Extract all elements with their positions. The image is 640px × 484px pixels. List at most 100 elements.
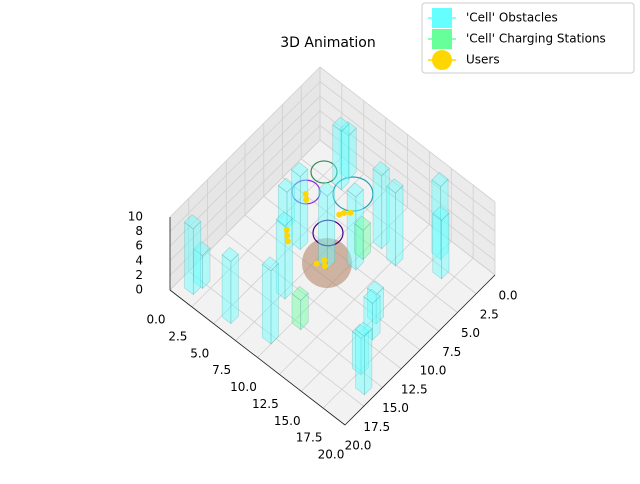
coverage-circle bbox=[312, 219, 344, 247]
box-face bbox=[261, 256, 279, 272]
grid-line bbox=[319, 110, 496, 247]
box-face bbox=[339, 128, 350, 181]
box-face bbox=[362, 222, 371, 261]
x-tick-label: 17.5 bbox=[296, 431, 323, 445]
box bbox=[339, 121, 357, 181]
chart-title: 3D Animation bbox=[280, 35, 376, 51]
box-face bbox=[261, 263, 272, 345]
tick-labels: 0.02.55.07.510.012.515.017.520.00.02.55.… bbox=[128, 210, 518, 462]
box-face bbox=[372, 168, 383, 250]
grid-line bbox=[207, 252, 383, 388]
box-face bbox=[291, 162, 309, 178]
box-face bbox=[299, 168, 309, 251]
box-face bbox=[354, 223, 364, 261]
z-tick-label: 10 bbox=[128, 210, 143, 224]
z-tick-label: 6 bbox=[135, 239, 143, 253]
user-dot bbox=[284, 238, 291, 245]
user bbox=[321, 257, 328, 264]
box bbox=[291, 285, 309, 331]
x-tick-label: 10.0 bbox=[230, 380, 257, 394]
box-face bbox=[270, 262, 279, 345]
user bbox=[284, 238, 291, 245]
y-tick-label: 0.0 bbox=[498, 289, 517, 303]
user bbox=[303, 196, 310, 203]
grid-line bbox=[169, 139, 321, 291]
box-face bbox=[275, 218, 286, 300]
box-face bbox=[363, 288, 381, 304]
grid-line bbox=[169, 81, 321, 232]
box-face bbox=[300, 292, 309, 331]
coverage-circle bbox=[291, 179, 321, 205]
box-face bbox=[193, 241, 211, 257]
y-tick-label: 10.0 bbox=[420, 364, 447, 378]
user bbox=[284, 232, 291, 239]
marks bbox=[184, 116, 450, 396]
box-face bbox=[432, 205, 450, 221]
y-axis-line bbox=[344, 274, 496, 426]
user-dot bbox=[303, 196, 310, 203]
legend-marker bbox=[432, 50, 452, 70]
box-face bbox=[431, 171, 449, 188]
legend: 'Cell' Obstacles 'Cell' Charging Stations… bbox=[421, 2, 635, 74]
x-tick-label: 0.0 bbox=[146, 313, 165, 327]
user-dot bbox=[283, 226, 290, 233]
coverage-circle bbox=[332, 176, 374, 212]
box-face bbox=[355, 329, 365, 396]
box-face bbox=[277, 177, 295, 193]
grid-line bbox=[319, 95, 496, 232]
legend-label: 'Cell' Obstacles bbox=[466, 11, 558, 25]
box-face bbox=[355, 188, 364, 271]
box-face bbox=[318, 188, 328, 270]
grid-line bbox=[169, 66, 321, 218]
grid-line bbox=[226, 233, 402, 370]
box-face bbox=[277, 184, 288, 230]
box-face bbox=[355, 321, 373, 337]
user-dot bbox=[284, 232, 291, 239]
x-axis-line bbox=[169, 289, 346, 426]
box bbox=[372, 161, 390, 250]
box-face bbox=[291, 285, 309, 301]
legend-label: 'Cell' Charging Stations bbox=[466, 32, 606, 46]
grid-line bbox=[319, 81, 496, 217]
y-tick-label: 17.5 bbox=[363, 420, 390, 434]
user bbox=[283, 226, 290, 233]
z-tick-label: 0 bbox=[135, 283, 143, 297]
box-face bbox=[221, 254, 232, 325]
box bbox=[291, 162, 309, 251]
box-face bbox=[291, 293, 302, 331]
box-face bbox=[192, 220, 202, 296]
user bbox=[336, 211, 343, 218]
box-face bbox=[221, 246, 239, 263]
box-face bbox=[372, 295, 381, 341]
box-face bbox=[193, 248, 203, 290]
x-tick-label: 7.5 bbox=[212, 363, 231, 377]
box bbox=[366, 280, 385, 325]
z-tick-label: 8 bbox=[135, 224, 143, 238]
box bbox=[355, 321, 373, 396]
box bbox=[193, 241, 211, 290]
box-face bbox=[275, 211, 293, 227]
grid-line bbox=[319, 139, 496, 276]
box bbox=[221, 246, 239, 325]
user bbox=[313, 260, 320, 267]
x-tick-label: 5.0 bbox=[190, 346, 209, 360]
user bbox=[341, 210, 347, 216]
y-tick-label: 2.5 bbox=[480, 307, 499, 321]
box bbox=[386, 178, 404, 267]
grid-line bbox=[169, 125, 321, 276]
box bbox=[332, 116, 350, 191]
box-face bbox=[386, 185, 396, 267]
box-face bbox=[318, 181, 336, 197]
box bbox=[432, 205, 450, 280]
box-face bbox=[432, 213, 442, 280]
y-tick-label: 5.0 bbox=[461, 326, 480, 340]
y-tick-label: 12.5 bbox=[401, 382, 428, 396]
box-face bbox=[360, 330, 369, 376]
box-face bbox=[367, 287, 377, 325]
box-face bbox=[372, 161, 390, 177]
box-face bbox=[375, 286, 384, 325]
box-face bbox=[364, 328, 373, 396]
box bbox=[261, 256, 279, 345]
box-face bbox=[332, 124, 342, 191]
grid-line bbox=[282, 177, 458, 313]
